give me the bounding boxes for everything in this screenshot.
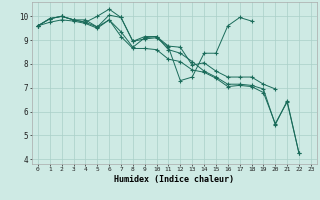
X-axis label: Humidex (Indice chaleur): Humidex (Indice chaleur) <box>115 175 234 184</box>
